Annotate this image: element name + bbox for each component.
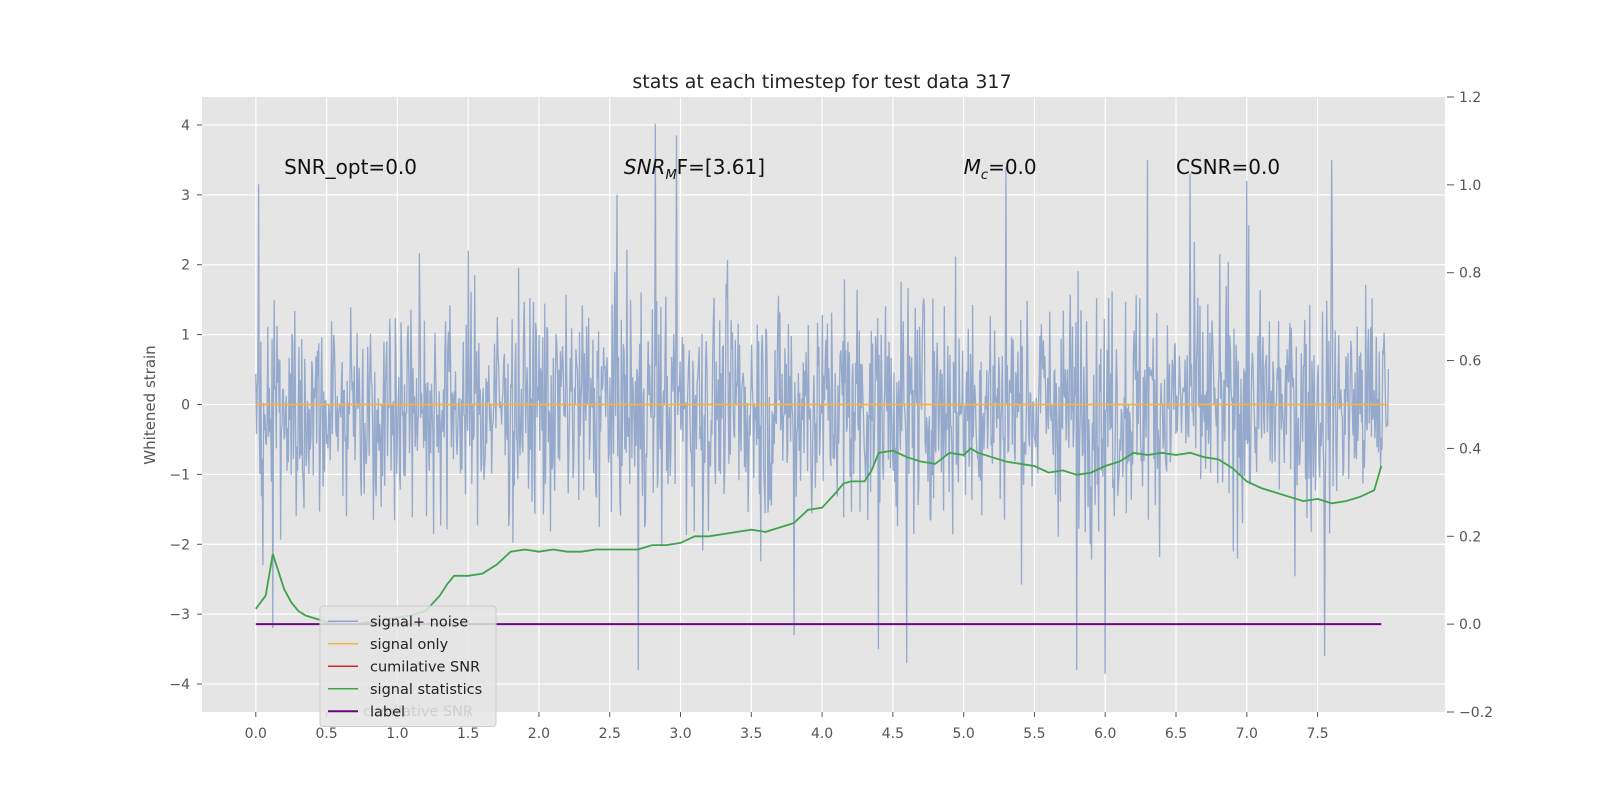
y-tick-label: 2	[181, 258, 190, 274]
legend-entry: label	[370, 704, 405, 720]
annotation-mc: Mc=0.0	[964, 155, 1037, 183]
x-tick-label: 4.0	[811, 726, 833, 742]
legend-entry: signal+ noise	[370, 614, 468, 630]
y2-tick-label: 0.0	[1459, 617, 1481, 633]
y2-tick-label: −0.2	[1459, 705, 1493, 721]
x-tick-label: 5.5	[1023, 726, 1045, 742]
legend-entry: signal statistics	[370, 682, 482, 698]
legend-entry: cumilative SNR	[370, 659, 480, 675]
y-tick-label: 1	[181, 328, 190, 344]
annotation-main: M	[964, 155, 981, 179]
signal-noise-line	[255, 123, 1390, 674]
y-tick-label: −3	[169, 607, 190, 623]
y2-tick-label: 1.2	[1459, 90, 1481, 106]
annotation-subscript: M	[665, 168, 676, 183]
y2-tick-label: 1.0	[1459, 178, 1481, 194]
x-tick-label: 2.0	[528, 726, 550, 742]
annotation-csnr: CSNR=0.0	[1176, 155, 1280, 179]
x-tick-label: 0.5	[315, 726, 337, 742]
y-tick-label: 3	[181, 188, 190, 204]
x-tick-label: 5.0	[953, 726, 975, 742]
y-tick-label: 0	[181, 398, 190, 414]
annotation-subscript: c	[981, 168, 988, 183]
x-tick-label: 3.5	[740, 726, 762, 742]
annotation-main: SNR	[624, 155, 666, 179]
x-tick-label: 3.0	[669, 726, 691, 742]
legend-entry: signal only	[370, 637, 449, 653]
x-tick-label: 4.5	[882, 726, 904, 742]
x-tick-label: 6.0	[1094, 726, 1116, 742]
signal-noise-series	[255, 123, 1390, 674]
y-tick-label: 4	[181, 118, 190, 134]
annotation-snr-mf: SNRMF=[3.61]	[624, 155, 765, 183]
x-tick-label: 1.0	[386, 726, 408, 742]
x-tick-label: 0.0	[245, 726, 267, 742]
y-tick-label: −4	[169, 677, 190, 693]
legend-box	[319, 605, 497, 727]
x-tick-label: 2.5	[599, 726, 621, 742]
annotation-snr-opt: SNR_opt=0.0	[284, 155, 417, 179]
annotations: SNR_opt=0.0 SNRMF=[3.61] Mc=0.0 CSNR=0.0	[284, 155, 1280, 183]
chart-title: stats at each timestep for test data 317	[632, 71, 1011, 93]
x-tick-label: 7.5	[1306, 726, 1328, 742]
y-axis-label: Whitened strain	[141, 345, 159, 464]
annotation-rest: F=[3.61]	[677, 155, 765, 179]
annotation-rest: =0.0	[988, 155, 1037, 179]
legend-hidden-text: cumilative SNR	[363, 704, 473, 720]
y2-tick-label: 0.8	[1459, 266, 1481, 282]
y2-tick-label: 0.4	[1459, 441, 1481, 457]
x-tick-label: 7.0	[1236, 726, 1258, 742]
x-tick-label: 6.5	[1165, 726, 1187, 742]
y-tick-label: −1	[169, 467, 190, 483]
y-tick-label: −2	[169, 537, 190, 553]
axes: 0.0 0.5 1.0 1.5 2.0 2.5 3.0 3.5 4.0 4.5 5.0 5.5 6.0 6…	[169, 90, 1493, 742]
legend: cumilative SNR signal+ noise signal only cu…	[319, 605, 497, 727]
y2-tick-label: 0.2	[1459, 529, 1481, 545]
x-tick-label: 1.5	[457, 726, 479, 742]
y2-tick-label: 0.6	[1459, 354, 1481, 370]
